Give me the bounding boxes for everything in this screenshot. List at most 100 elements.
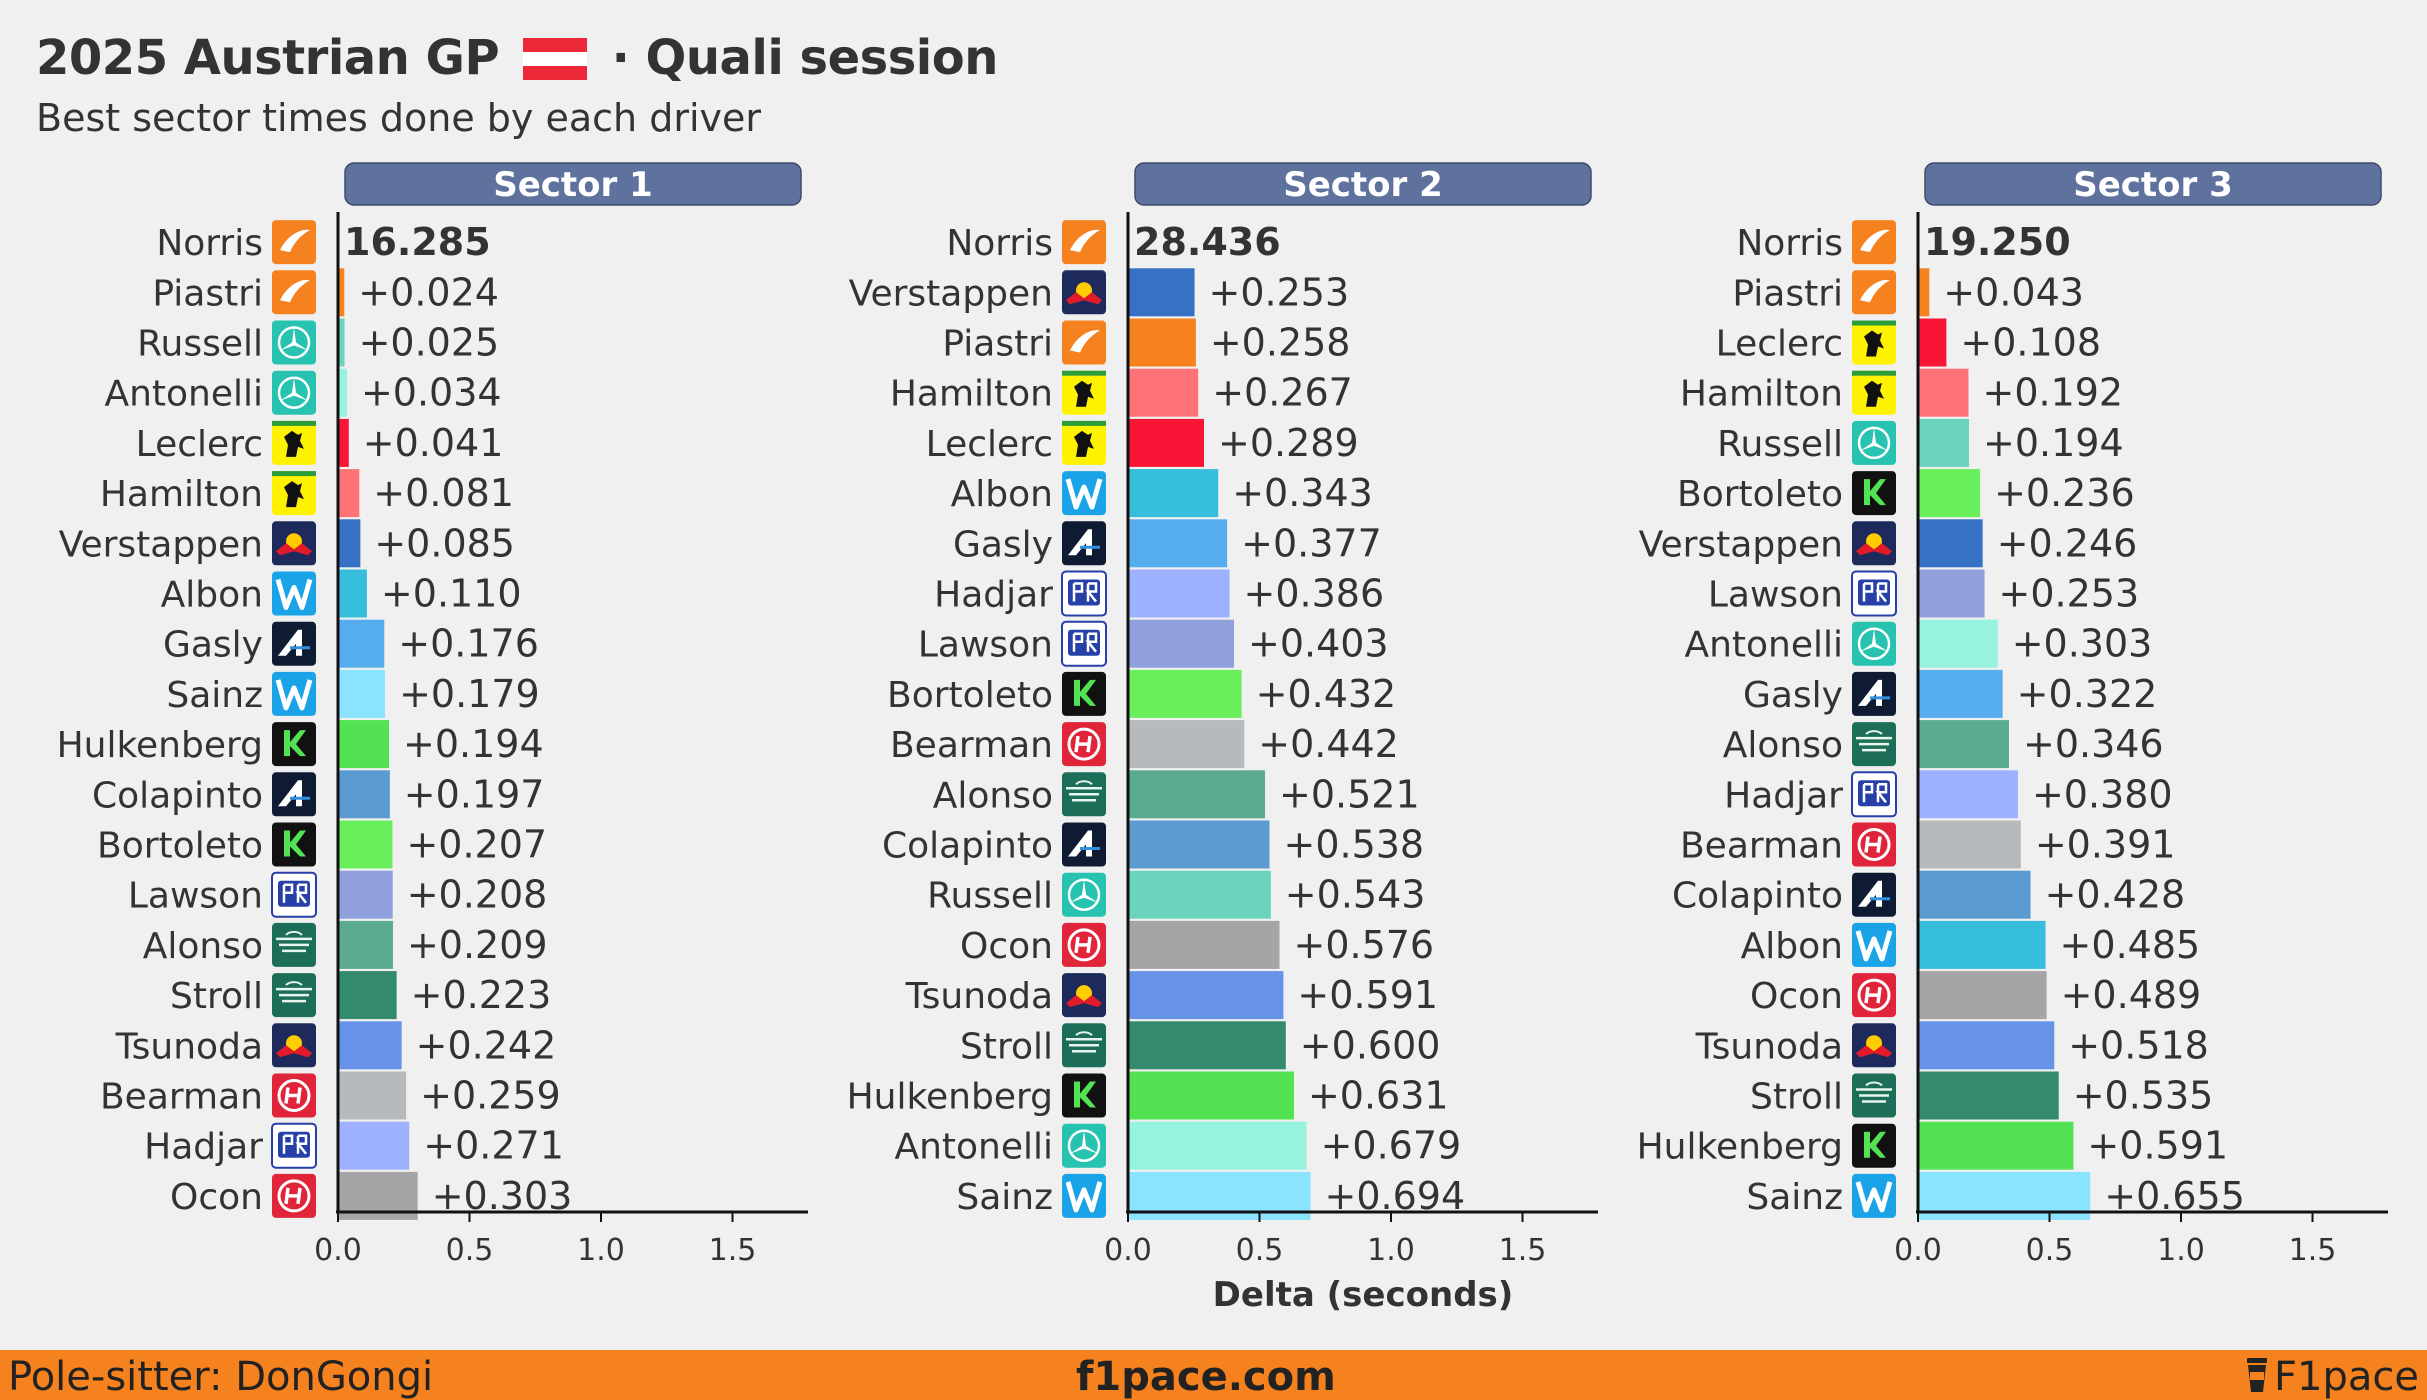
delta-label: +0.346: [2023, 722, 2164, 766]
bar-hulkenberg: [338, 720, 390, 769]
delta-label: +0.242: [416, 1023, 557, 1067]
bar-piastri: [1918, 268, 1930, 317]
ferrari-logo-icon: [1062, 420, 1106, 465]
williams-logo-icon: [272, 571, 316, 616]
bar-tsunoda: [1128, 971, 1284, 1020]
x-tick-label: 0.0: [1894, 1233, 1942, 1268]
bar-hamilton: [1918, 368, 1969, 417]
bar-lawson: [338, 870, 393, 919]
driver-label: Piastri: [152, 273, 263, 314]
bar-stroll: [1918, 1071, 2059, 1120]
x-axis-label: Delta (seconds): [1213, 1275, 1514, 1315]
delta-label: +0.253: [1209, 270, 1350, 314]
chart-subtitle: Best sector times done by each driver: [36, 96, 761, 140]
delta-label: +0.377: [1241, 521, 1382, 565]
bar-hadjar: [338, 1121, 410, 1170]
driver-label: Antonelli: [1684, 625, 1843, 666]
bar-leclerc: [1918, 318, 1947, 367]
driver-label: Piastri: [942, 324, 1053, 365]
ferrari-logo-icon: [1852, 320, 1896, 365]
bar-bearman: [338, 1071, 407, 1120]
driver-label: Bearman: [890, 725, 1053, 766]
driver-label: Sainz: [956, 1177, 1053, 1218]
chart-title: 2025 Austrian GP · Quali session: [36, 30, 998, 86]
aston-martin-logo-icon: [1852, 722, 1896, 767]
driver-label: Ocon: [960, 926, 1053, 967]
driver-label: Sainz: [166, 675, 263, 716]
driver-label: Gasly: [953, 524, 1053, 565]
driver-label: Verstappen: [1639, 524, 1843, 565]
bar-gasly: [338, 619, 385, 668]
sector-charts: Sector 1 Norris 16.285 Piastri +0.024 Russell…: [57, 162, 2388, 1315]
bar-stroll: [338, 971, 397, 1020]
redbull-logo-icon: [1062, 973, 1106, 1018]
driver-label: Albon: [1741, 926, 1843, 967]
alpine-logo-icon: [1062, 521, 1106, 566]
driver-label: Sainz: [1746, 1177, 1843, 1218]
delta-label: +0.591: [1297, 973, 1438, 1017]
redbull-logo-icon: [1852, 521, 1896, 566]
footer-site-link[interactable]: f1pace.com: [1076, 1354, 1336, 1400]
bar-russell: [338, 318, 345, 367]
x-tick-label: 1.0: [1367, 1233, 1415, 1268]
delta-label: +0.110: [381, 572, 522, 616]
delta-label: +0.538: [1283, 823, 1424, 867]
driver-label: Albon: [161, 575, 263, 616]
driver-label: Ocon: [1750, 976, 1843, 1017]
bar-antonelli: [1128, 1121, 1307, 1170]
driver-label: Norris: [1736, 223, 1843, 264]
delta-label: +0.386: [1244, 572, 1385, 616]
bar-hadjar: [1128, 569, 1230, 618]
x-tick-label: 1.0: [577, 1233, 625, 1268]
x-tick-label: 1.5: [2289, 1233, 2337, 1268]
bar-leclerc: [1128, 418, 1205, 467]
delta-label: +0.176: [398, 622, 539, 666]
sector-header: Sector 3: [1924, 162, 2382, 206]
mercedes-logo-icon: [1062, 1123, 1106, 1168]
bar-bortoleto: [1918, 469, 1981, 518]
x-tick-label: 0.5: [2026, 1233, 2074, 1268]
sauber-logo-icon: [1062, 1073, 1106, 1118]
bar-tsunoda: [338, 1021, 402, 1070]
sauber-logo-icon: [272, 722, 316, 767]
driver-label: Verstappen: [849, 273, 1053, 314]
delta-label: +0.041: [363, 421, 504, 465]
delta-label: +0.259: [420, 1074, 561, 1118]
sector-title: Sector 1: [493, 165, 653, 205]
mclaren-logo-icon: [1062, 220, 1106, 265]
delta-label: +0.322: [2017, 672, 2158, 716]
delta-label: +0.223: [411, 973, 552, 1017]
best-time-label: 16.285: [344, 220, 491, 264]
ferrari-logo-icon: [1852, 370, 1896, 415]
williams-logo-icon: [1852, 1173, 1896, 1218]
haas-logo-icon: [272, 1073, 316, 1118]
aston-martin-logo-icon: [1062, 772, 1106, 817]
bar-verstappen: [1128, 268, 1195, 317]
alpine-logo-icon: [1852, 872, 1896, 917]
ferrari-logo-icon: [272, 471, 316, 516]
bar-alonso: [1128, 770, 1266, 819]
driver-label: Norris: [156, 223, 263, 264]
bar-albon: [1918, 920, 2046, 969]
bar-piastri: [1128, 318, 1196, 367]
driver-label: Verstappen: [59, 524, 263, 565]
mercedes-logo-icon: [1852, 420, 1896, 465]
driver-label: Bortoleto: [1677, 474, 1843, 515]
delta-label: +0.024: [358, 270, 499, 314]
driver-label: Antonelli: [104, 374, 263, 415]
x-tick-label: 0.5: [1236, 1233, 1284, 1268]
bar-bortoleto: [1128, 669, 1242, 718]
driver-label: Russell: [137, 324, 263, 365]
delta-label: +0.442: [1258, 722, 1399, 766]
mclaren-logo-icon: [1062, 320, 1106, 365]
delta-label: +0.197: [404, 772, 545, 816]
haas-logo-icon: [1852, 973, 1896, 1018]
racing-bulls-logo-icon: [271, 1122, 317, 1169]
delta-label: +0.485: [2060, 923, 2201, 967]
delta-label: +0.600: [1300, 1023, 1441, 1067]
footer-brand-text: F1pace: [2274, 1354, 2419, 1400]
williams-logo-icon: [1062, 471, 1106, 516]
delta-label: +0.034: [361, 371, 502, 415]
driver-label: Hadjar: [1724, 775, 1843, 816]
delta-label: +0.025: [359, 321, 500, 365]
